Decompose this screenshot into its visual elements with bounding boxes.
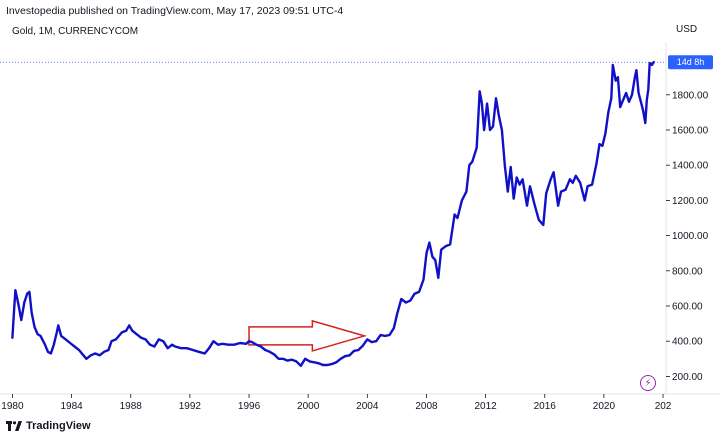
lightning-icon[interactable]: ⚡ [640, 375, 656, 391]
red-arrow [248, 319, 368, 352]
y-tick-label: 400.00 [672, 337, 703, 348]
published-by-header: Investopedia published on TradingView.co… [6, 5, 344, 17]
footer-brand[interactable]: TradingView [6, 420, 91, 432]
y-tick-label: 600.00 [672, 302, 703, 313]
countdown-tag-background [668, 55, 713, 70]
tradingview-logo-icon [6, 421, 22, 431]
y-tick-label: 1800.00 [672, 90, 709, 101]
countdown-tag-label: 14d 8h [677, 57, 705, 67]
y-tick-label: 800.00 [672, 266, 703, 277]
y-tick-label: 1600.00 [672, 126, 709, 137]
x-tick-label: 202 [655, 401, 672, 412]
currency-label: USD [676, 24, 698, 35]
footer-brand-label: TradingView [26, 420, 91, 432]
x-tick-label: 2012 [474, 401, 497, 412]
x-tick-label: 1988 [120, 401, 143, 412]
y-tick-label: 1400.00 [672, 161, 709, 172]
x-tick-label: 2008 [415, 401, 438, 412]
x-tick-label: 2016 [534, 401, 557, 412]
x-tick-label: 2004 [356, 401, 379, 412]
y-tick-label: 1000.00 [672, 231, 709, 242]
x-axis-ticks: 1980 1984 1988 1992 1996 2000 2004 2008 2012 2016… [1, 394, 672, 412]
x-tick-label: 2000 [297, 401, 320, 412]
gold-price-series[interactable] [11, 61, 655, 367]
y-tick-label: 200.00 [672, 372, 703, 383]
countdown-price-tag: 14d 8h [668, 55, 713, 70]
x-tick-label: 1992 [179, 401, 202, 412]
x-tick-label: 1984 [60, 401, 83, 412]
symbol-legend[interactable]: Gold, 1M, CURRENCYCOM [12, 26, 139, 37]
x-tick-label: 1996 [238, 401, 261, 412]
x-tick-label: 2020 [593, 401, 616, 412]
arrow-annotation [248, 319, 368, 352]
y-tick-label: 1200.00 [672, 196, 709, 207]
y-axis-ticks: 200.00 400.00 600.00 800.00 1000.00 1200.00 14… [666, 90, 709, 383]
x-tick-label: 1980 [1, 401, 24, 412]
